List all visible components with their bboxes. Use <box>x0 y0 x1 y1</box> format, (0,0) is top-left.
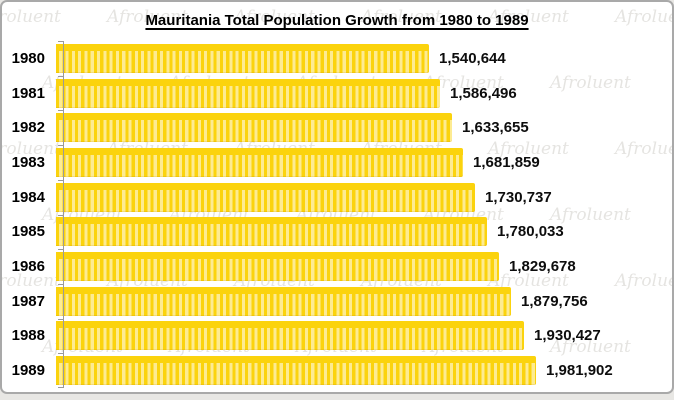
bar-row: 1981 1,586,496 <box>2 76 672 111</box>
axis-tick-mark <box>58 145 63 146</box>
axis-tick-mark <box>58 41 63 42</box>
bar-row: 1980 1,540,644 <box>2 41 672 76</box>
population-bar <box>56 43 429 73</box>
value-label: 1,930,427 <box>534 327 601 345</box>
value-label: 1,586,496 <box>450 84 517 102</box>
year-label: 1983 <box>11 153 45 171</box>
year-label: 1980 <box>11 49 45 67</box>
axis-tick-mark <box>58 110 63 111</box>
population-bar <box>56 78 440 108</box>
value-label: 1,633,655 <box>462 119 529 137</box>
population-bar <box>56 286 511 316</box>
bar-row: 1989 1,981,902 <box>2 353 672 388</box>
population-bar <box>56 321 524 351</box>
axis-tick-mark <box>58 319 63 320</box>
value-label: 1,981,902 <box>546 362 613 380</box>
axis-tick-mark <box>58 284 63 285</box>
bar-row: 1985 1,780,033 <box>2 214 672 249</box>
year-label: 1989 <box>11 362 45 380</box>
year-label: 1982 <box>11 119 45 137</box>
year-label: 1984 <box>11 188 45 206</box>
population-bar <box>56 217 487 247</box>
axis-tick-mark <box>58 387 63 388</box>
year-label: 1981 <box>11 84 45 102</box>
chart-area: 1980 1,540,644 1981 1,586,496 1982 1,633,655 1… <box>2 41 672 388</box>
axis-tick-mark <box>58 215 63 216</box>
chart-title: Mauritania Total Population Growth from … <box>145 12 529 29</box>
bar-row: 1988 1,930,427 <box>2 319 672 354</box>
population-bar <box>56 356 536 386</box>
population-bar <box>56 182 475 212</box>
population-bar <box>56 147 463 177</box>
axis-tick-mark <box>58 180 63 181</box>
bar-row: 1986 1,829,678 <box>2 249 672 284</box>
axis-tick-mark <box>58 249 63 250</box>
axis-tick-mark <box>58 76 63 77</box>
y-axis-line <box>63 41 64 388</box>
year-label: 1986 <box>11 257 45 275</box>
population-bar <box>56 251 499 281</box>
value-label: 1,730,737 <box>485 188 552 206</box>
axis-tick-mark <box>58 353 63 354</box>
value-label: 1,780,033 <box>497 223 564 241</box>
year-label: 1987 <box>11 292 45 310</box>
value-label: 1,829,678 <box>509 257 576 275</box>
bar-row: 1987 1,879,756 <box>2 284 672 319</box>
bar-row: 1983 1,681,859 <box>2 145 672 180</box>
value-label: 1,681,859 <box>473 153 540 171</box>
year-label: 1985 <box>11 223 45 241</box>
year-label: 1988 <box>11 327 45 345</box>
value-label: 1,540,644 <box>439 49 506 67</box>
population-bar <box>56 113 452 143</box>
value-label: 1,879,756 <box>521 292 588 310</box>
bar-row: 1984 1,730,737 <box>2 180 672 215</box>
bar-row: 1982 1,633,655 <box>2 110 672 145</box>
